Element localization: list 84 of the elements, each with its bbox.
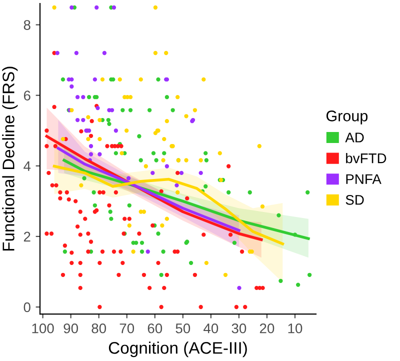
legend-label: bvFTD — [346, 153, 386, 164]
point — [81, 118, 86, 122]
x-tick-label: 70 — [120, 323, 134, 334]
point — [75, 118, 80, 122]
point — [70, 5, 74, 10]
point — [112, 5, 116, 10]
point — [98, 152, 102, 156]
point — [131, 250, 136, 254]
point — [218, 151, 222, 156]
point — [184, 114, 188, 118]
x-tick-label: 40 — [204, 323, 218, 334]
point — [75, 95, 80, 100]
legend-label: PNFA — [346, 174, 382, 184]
point — [138, 77, 143, 82]
point — [192, 108, 198, 112]
point — [164, 50, 168, 56]
point — [81, 95, 86, 100]
x-tick-label: 30 — [232, 323, 246, 334]
point — [179, 170, 184, 176]
point — [257, 144, 262, 148]
point — [198, 158, 203, 162]
point — [52, 5, 56, 10]
point — [92, 77, 98, 82]
legend-label: AD — [345, 132, 364, 142]
x-tick-label: 100 — [32, 323, 54, 334]
y-tick-label: 2 — [24, 232, 30, 242]
point — [94, 5, 99, 10]
y-axis-title: Functional Decline (FRS) — [2, 66, 18, 251]
point — [144, 164, 148, 168]
point — [164, 216, 170, 221]
point — [120, 151, 124, 156]
point — [142, 210, 146, 214]
point — [70, 77, 74, 82]
point — [60, 137, 66, 142]
point — [127, 223, 132, 228]
point — [146, 250, 150, 254]
point — [202, 77, 206, 82]
point — [164, 164, 170, 168]
point — [102, 50, 107, 56]
point — [96, 106, 100, 110]
x-axis-title: Cognition (ACE-III) — [108, 342, 247, 358]
x-tick-label: 10 — [288, 323, 302, 334]
point — [88, 152, 94, 156]
point — [153, 5, 158, 10]
x-tick-label: 90 — [64, 323, 78, 334]
x-tick-label: 20 — [260, 323, 274, 334]
point — [153, 50, 158, 56]
point — [86, 137, 90, 142]
point — [161, 158, 166, 162]
point — [164, 119, 170, 124]
point — [86, 115, 90, 120]
y-tick-label: 6 — [24, 90, 30, 101]
point — [98, 137, 102, 142]
point — [150, 170, 155, 176]
point — [237, 286, 242, 290]
point — [88, 144, 94, 148]
point — [260, 204, 265, 209]
legend-label: SD — [346, 194, 364, 205]
y-tick-label: 4 — [24, 161, 31, 171]
point — [174, 183, 179, 188]
point — [124, 128, 129, 133]
point — [74, 50, 79, 56]
x-tick-label: 50 — [176, 323, 190, 334]
point — [100, 77, 105, 82]
point — [160, 223, 164, 228]
point — [175, 95, 180, 100]
point — [175, 190, 180, 194]
point — [114, 128, 118, 133]
point — [55, 50, 60, 56]
point — [126, 176, 131, 180]
point — [118, 77, 122, 82]
point — [98, 118, 102, 122]
point — [204, 260, 209, 265]
legend-title: Group — [326, 110, 368, 124]
y-tick-label: 0 — [24, 302, 30, 312]
point — [223, 272, 228, 277]
point — [70, 84, 74, 89]
point — [79, 183, 84, 188]
x-tick-label: 80 — [92, 323, 106, 334]
point — [162, 137, 166, 142]
line-series — [52, 164, 284, 246]
x-tick-label: 60 — [148, 323, 162, 334]
point — [198, 170, 203, 176]
y-tick-label: 8 — [24, 20, 30, 30]
